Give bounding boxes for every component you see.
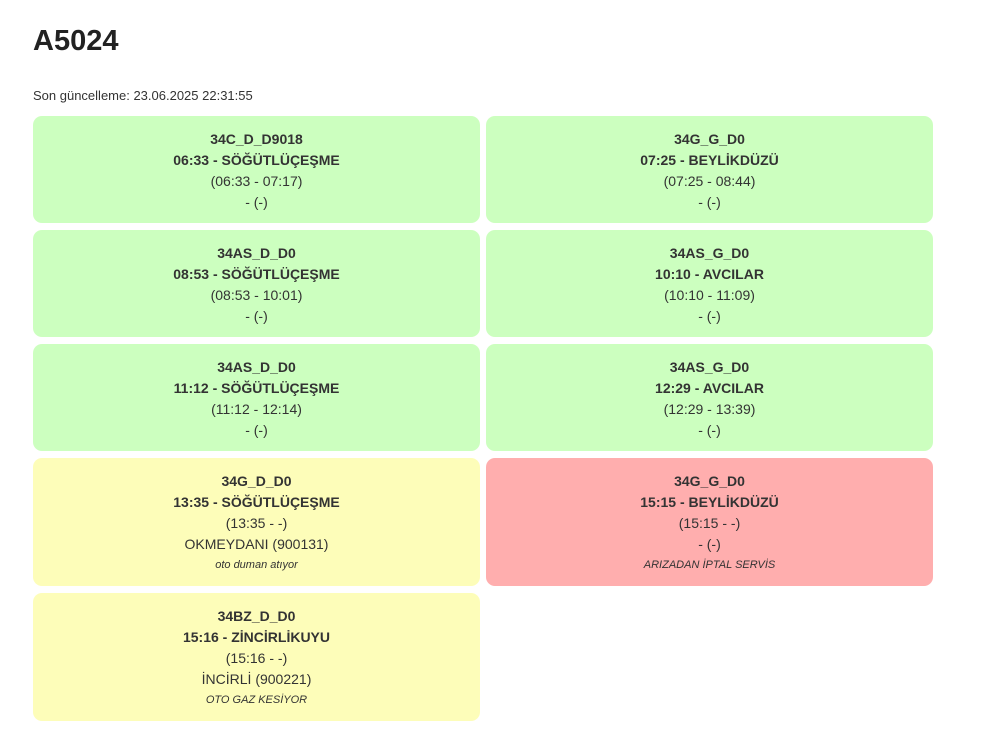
trip-code: 34AS_G_D0 xyxy=(669,245,750,261)
trip-time-destination: 15:15 - BEYLİKDÜZÜ xyxy=(640,494,779,510)
trip-time-range: (15:16 - -) xyxy=(225,650,288,666)
trip-note: oto duman atıyor xyxy=(215,559,298,571)
trip-location: - (-) xyxy=(698,536,721,552)
trip-time-destination: 12:29 - AVCILAR xyxy=(655,380,764,396)
trip-time-range: (06:33 - 07:17) xyxy=(210,173,303,189)
trip-code: 34G_G_D0 xyxy=(674,131,745,147)
trip-card: 34G_G_D0 07:25 - BEYLİKDÜZÜ (07:25 - 08:… xyxy=(486,116,933,223)
trip-code: 34BZ_D_D0 xyxy=(217,608,296,624)
trip-location: - (-) xyxy=(698,194,721,210)
trip-code: 34AS_D_D0 xyxy=(217,245,296,261)
trip-location: - (-) xyxy=(245,194,268,210)
trip-code: 34AS_D_D0 xyxy=(217,359,296,375)
trip-location: - (-) xyxy=(698,308,721,324)
trip-time-destination: 13:35 - SÖĞÜTLÜÇEŞME xyxy=(173,494,340,510)
trip-location: - (-) xyxy=(698,422,721,438)
trip-time-range: (07:25 - 08:44) xyxy=(663,173,756,189)
trip-location: OKMEYDANI (900131) xyxy=(184,536,329,552)
trip-note: ARIZADAN İPTAL SERVİS xyxy=(643,559,776,571)
trip-card: 34AS_G_D0 10:10 - AVCILAR (10:10 - 11:09… xyxy=(486,230,933,337)
trip-time-range: (10:10 - 11:09) xyxy=(664,287,755,303)
trip-card: 34C_D_D9018 06:33 - SÖĞÜTLÜÇEŞME (06:33 … xyxy=(33,116,480,223)
trip-time-range: (15:15 - -) xyxy=(678,515,741,531)
trip-code: 34C_D_D9018 xyxy=(210,131,303,147)
trip-location: - (-) xyxy=(245,308,268,324)
trip-location: - (-) xyxy=(245,422,268,438)
trip-code: 34AS_G_D0 xyxy=(669,359,750,375)
trip-card: 34BZ_D_D0 15:16 - ZİNCİRLİKUYU (15:16 - … xyxy=(33,593,480,721)
trip-card: 34G_D_D0 13:35 - SÖĞÜTLÜÇEŞME (13:35 - -… xyxy=(33,458,480,586)
last-updated-text: Son güncelleme: 23.06.2025 22:31:55 xyxy=(33,88,253,103)
trip-time-destination: 08:53 - SÖĞÜTLÜÇEŞME xyxy=(173,266,340,282)
trip-card: 34AS_D_D0 08:53 - SÖĞÜTLÜÇEŞME (08:53 - … xyxy=(33,230,480,337)
trip-code: 34G_G_D0 xyxy=(674,473,745,489)
trip-location: İNCİRLİ (900221) xyxy=(201,671,312,687)
trip-time-range: (11:12 - 12:14) xyxy=(211,401,302,417)
trip-card: 34AS_G_D0 12:29 - AVCILAR (12:29 - 13:39… xyxy=(486,344,933,451)
trip-card: 34G_G_D0 15:15 - BEYLİKDÜZÜ (15:15 - -) … xyxy=(486,458,933,586)
trip-time-destination: 11:12 - SÖĞÜTLÜÇEŞME xyxy=(173,380,340,396)
trip-code: 34G_D_D0 xyxy=(221,473,292,489)
page-title: A5024 xyxy=(33,25,119,57)
trip-time-destination: 15:16 - ZİNCİRLİKUYU xyxy=(182,629,331,645)
trip-time-destination: 06:33 - SÖĞÜTLÜÇEŞME xyxy=(173,152,340,168)
trip-card: 34AS_D_D0 11:12 - SÖĞÜTLÜÇEŞME (11:12 - … xyxy=(33,344,480,451)
trip-time-range: (08:53 - 10:01) xyxy=(210,287,303,303)
trip-time-range: (12:29 - 13:39) xyxy=(663,401,756,417)
trip-note: OTO GAZ KESİYOR xyxy=(205,694,308,706)
trip-time-destination: 10:10 - AVCILAR xyxy=(655,266,764,282)
trip-time-destination: 07:25 - BEYLİKDÜZÜ xyxy=(640,152,779,168)
trip-time-range: (13:35 - -) xyxy=(225,515,288,531)
